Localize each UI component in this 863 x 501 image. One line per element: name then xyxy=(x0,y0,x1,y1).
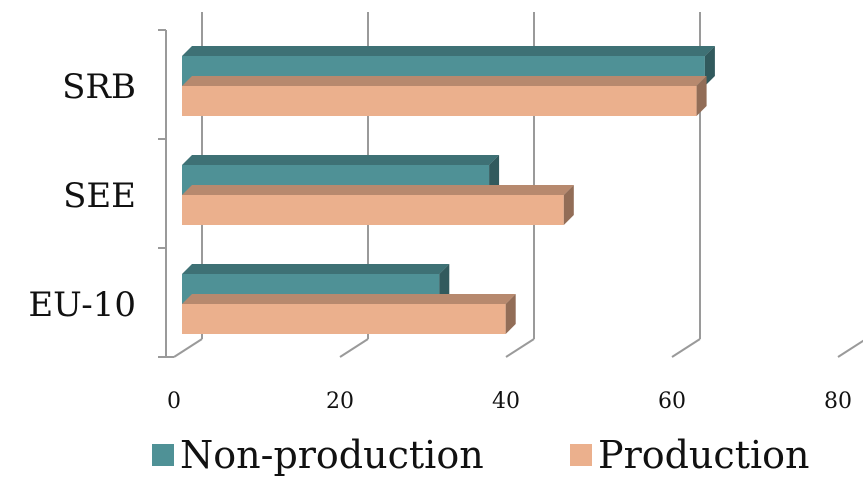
legend-label: Production xyxy=(598,433,809,477)
legend: Non-production Production xyxy=(152,433,809,477)
bar-top-face xyxy=(182,185,574,195)
legend-swatch xyxy=(570,444,592,466)
bar-side-face xyxy=(505,294,516,334)
bar-side-face xyxy=(696,76,707,116)
bar-production-eu-10 xyxy=(182,304,506,334)
axes xyxy=(158,29,174,358)
x-tick-label: 60 xyxy=(658,389,686,414)
legend-swatch xyxy=(152,444,174,466)
floor-gridline xyxy=(339,338,369,358)
category-label: SRB xyxy=(62,67,136,107)
floor-gridline xyxy=(173,338,203,358)
bar-top-face xyxy=(182,294,516,304)
x-tick-label: 0 xyxy=(167,389,181,414)
bar-side-face xyxy=(563,185,574,225)
x-tick-label: 20 xyxy=(326,389,354,414)
x-tick-label: 40 xyxy=(492,389,520,414)
category-label: EU-10 xyxy=(28,285,136,325)
bar-top-face xyxy=(182,155,500,165)
bar-production-see xyxy=(182,195,564,225)
floor-gridline xyxy=(671,338,701,358)
floor-gridline xyxy=(837,339,863,358)
legend-label: Non-production xyxy=(180,433,484,477)
floor-gridline xyxy=(505,338,535,358)
bar-top-face xyxy=(182,264,450,274)
bar-top-face xyxy=(182,76,707,86)
bar-production-srb xyxy=(182,86,697,116)
bars xyxy=(182,46,715,334)
category-label: SEE xyxy=(63,176,136,216)
bar-side-face xyxy=(704,46,715,86)
bar-top-face xyxy=(182,46,715,56)
x-tick-label: 80 xyxy=(824,389,852,414)
labels: 0 20 40 60 80 SRB SEE EU-10 xyxy=(28,67,852,414)
